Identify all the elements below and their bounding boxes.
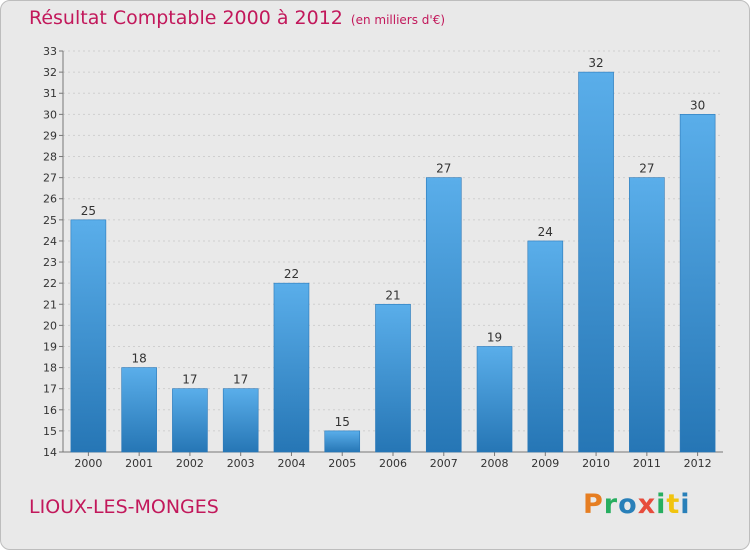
bar-value-label: 27 [639,162,654,176]
bar [629,177,665,453]
bar [324,430,361,453]
chart-title-text: Résultat Comptable 2000 à 2012 [29,7,343,29]
x-tick-label: 2005 [328,457,356,470]
bar-value-label: 15 [335,415,350,429]
logo-letter: P [583,489,604,520]
x-tick-label: 2008 [481,457,509,470]
y-tick-label: 24 [43,235,57,248]
x-tick-label: 2006 [379,457,407,470]
y-tick-label: 23 [43,256,57,269]
bar-value-label: 30 [690,98,705,112]
x-tick-label: 2007 [430,457,458,470]
y-tick-label: 30 [43,108,57,121]
bar [375,303,411,453]
bar-value-label: 18 [132,352,147,366]
y-tick-label: 19 [43,340,57,353]
y-tick-label: 32 [43,66,57,79]
x-tick-label: 2004 [277,457,305,470]
logo-letter: r [603,489,619,520]
x-tick-label: 2012 [684,457,712,470]
y-tick-label: 18 [43,362,57,375]
bar-value-label: 17 [182,373,197,387]
bar-value-label: 19 [487,330,502,344]
bar [425,177,462,453]
logo-letter: o [618,489,638,520]
bar [679,114,716,453]
y-tick-label: 28 [43,151,57,164]
bar [578,71,614,453]
y-tick-label: 31 [43,87,57,100]
bar-value-label: 22 [284,267,299,281]
labels: 14 15 16 17 18 19 20 21 22 23 24 25 26 27 28 29 30 31 32 33… [43,45,712,470]
bar-value-label: 25 [81,204,96,218]
y-tick-label: 29 [43,129,57,142]
y-tick-label: 17 [43,383,57,396]
city-name: LIOUX-LES-MONGES [29,496,219,518]
chart-subtitle: (en milliers d'€) [350,13,446,27]
bar [476,346,513,453]
bar [121,367,157,453]
x-tick-label: 2010 [582,457,610,470]
bar-value-label: 21 [385,288,400,302]
logo-letter: i [680,489,691,520]
bar-value-label: 32 [588,56,603,70]
logo-letter: t [666,489,681,520]
bar [527,240,564,453]
bar-value-label: 17 [233,373,248,387]
x-tick-label: 2009 [531,457,559,470]
x-tick-label: 2003 [227,457,255,470]
bar-value-label: 27 [436,162,451,176]
logo-letter: i [656,489,667,520]
y-tick-label: 25 [43,214,57,227]
y-tick-label: 27 [43,172,57,185]
bar-value-label: 24 [538,225,553,239]
bar [222,388,259,453]
y-tick-label: 26 [43,193,57,206]
y-tick-label: 21 [43,298,57,311]
bar [172,388,208,453]
proxiti-logo[interactable]: Proxiti [583,489,691,520]
y-tick-label: 16 [43,404,57,417]
x-tick-label: 2002 [176,457,204,470]
bar [273,282,310,453]
logo-letter: x [637,489,657,520]
chart-title: Résultat Comptable 2000 à 2012 (en millie… [29,7,445,29]
y-tick-label: 33 [43,45,57,58]
y-tick-label: 14 [43,446,57,459]
x-tick-label: 2011 [633,457,661,470]
bars [70,71,716,453]
y-tick-label: 15 [43,425,57,438]
y-tick-label: 22 [43,277,57,290]
y-tick-label: 20 [43,319,57,332]
x-tick-label: 2001 [125,457,153,470]
bar [70,219,107,453]
x-tick-label: 2000 [74,457,102,470]
